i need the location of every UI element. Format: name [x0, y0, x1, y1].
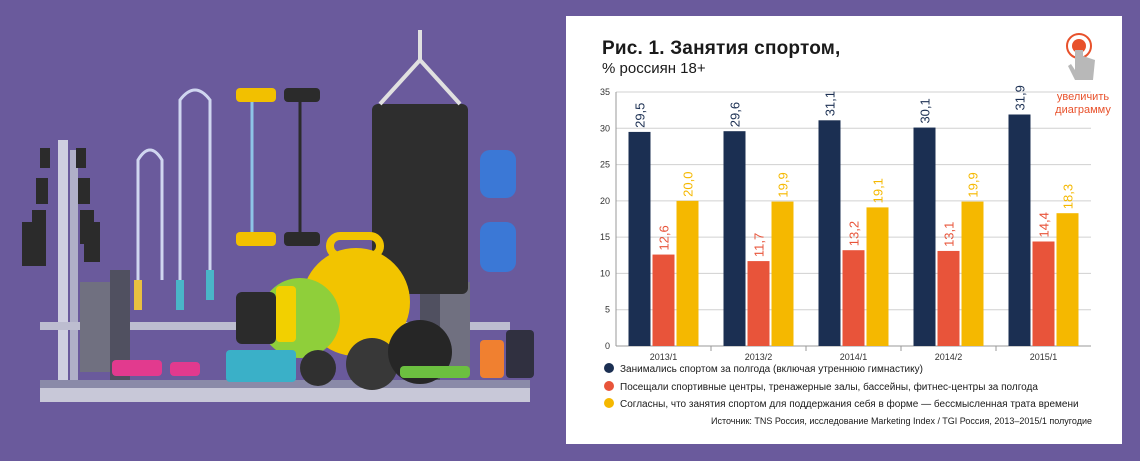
data-label: 19,9 — [966, 172, 981, 197]
bar — [1032, 241, 1055, 346]
bar — [652, 254, 675, 346]
legend-label-0: Занимались спортом за полгода (включая у… — [620, 364, 923, 375]
data-label: 11,7 — [752, 233, 767, 257]
data-label: 12,6 — [657, 225, 672, 250]
x-tick-label: 2014/1 — [840, 352, 868, 361]
chart-subtitle: % россиян 18+ — [602, 60, 706, 77]
bar — [937, 250, 960, 346]
bar — [676, 200, 699, 346]
data-label: 29,5 — [633, 103, 648, 128]
bar — [961, 201, 984, 346]
data-label: 31,9 — [1013, 85, 1028, 110]
bar — [747, 261, 770, 346]
data-label: 13,2 — [847, 221, 862, 246]
y-tick-label: 15 — [600, 232, 610, 242]
bar — [771, 201, 794, 346]
data-label: 19,1 — [871, 178, 886, 203]
y-tick-label: 0 — [605, 341, 610, 351]
y-tick-label: 35 — [600, 87, 610, 97]
y-tick-label: 5 — [605, 305, 610, 315]
data-label: 20,0 — [681, 172, 696, 197]
bar — [1008, 114, 1031, 346]
data-label: 29,6 — [728, 102, 743, 127]
bar — [913, 127, 936, 346]
data-label: 13,1 — [942, 222, 957, 247]
gym-equipment-illustration — [22, 30, 534, 402]
y-tick-label: 25 — [600, 160, 610, 170]
y-tick-label: 10 — [600, 268, 610, 278]
data-label: 19,9 — [776, 172, 791, 197]
bar-chart: 0 5 10 15 20 25 30 35 2013/1 29,5 12,6 20,0 2013/2 29… — [600, 85, 1091, 361]
legend-swatch-0 — [604, 363, 614, 374]
chart-title: Рис. 1. Занятия спортом, — [602, 38, 841, 59]
x-tick-label: 2013/1 — [650, 352, 678, 361]
x-tick-label: 2015/1 — [1030, 352, 1058, 361]
bar — [628, 131, 651, 346]
y-tick-label: 20 — [600, 196, 610, 206]
data-label: 31,1 — [823, 91, 838, 116]
legend-item: Посещали спортивные центры, тренажерные … — [604, 381, 1038, 393]
legend-label-2: Согласны, что занятия спортом для поддер… — [620, 399, 1079, 410]
x-tick-label: 2014/2 — [935, 352, 963, 361]
zoom-chart-button[interactable]: увеличить диаграмму — [1048, 30, 1118, 130]
bar — [818, 120, 841, 346]
legend-item: Занимались спортом за полгода (включая у… — [604, 363, 923, 375]
tap-hand-icon — [1066, 33, 1095, 80]
data-label: 30,1 — [918, 98, 933, 123]
bar — [866, 207, 889, 346]
legend-swatch-1 — [604, 381, 614, 392]
bar — [1056, 213, 1079, 346]
zoom-label-line1: увеличить — [1056, 91, 1110, 103]
bar — [842, 250, 865, 346]
data-label: 14,4 — [1037, 212, 1052, 237]
legend-item: Согласны, что занятия спортом для поддер… — [604, 398, 1079, 410]
zoom-label-line2: диаграмму — [1055, 104, 1111, 116]
legend-swatch-2 — [604, 398, 614, 409]
data-label: 18,3 — [1061, 184, 1076, 209]
source-note: Источник: TNS Россия, исследование Marke… — [710, 416, 1092, 426]
x-tick-label: 2013/2 — [745, 352, 773, 361]
legend-label-1: Посещали спортивные центры, тренажерные … — [620, 382, 1038, 393]
y-tick-label: 30 — [600, 123, 610, 133]
chart-card: Рис. 1. Занятия спортом, % россиян 18+ у… — [566, 16, 1122, 444]
bar — [723, 131, 746, 346]
